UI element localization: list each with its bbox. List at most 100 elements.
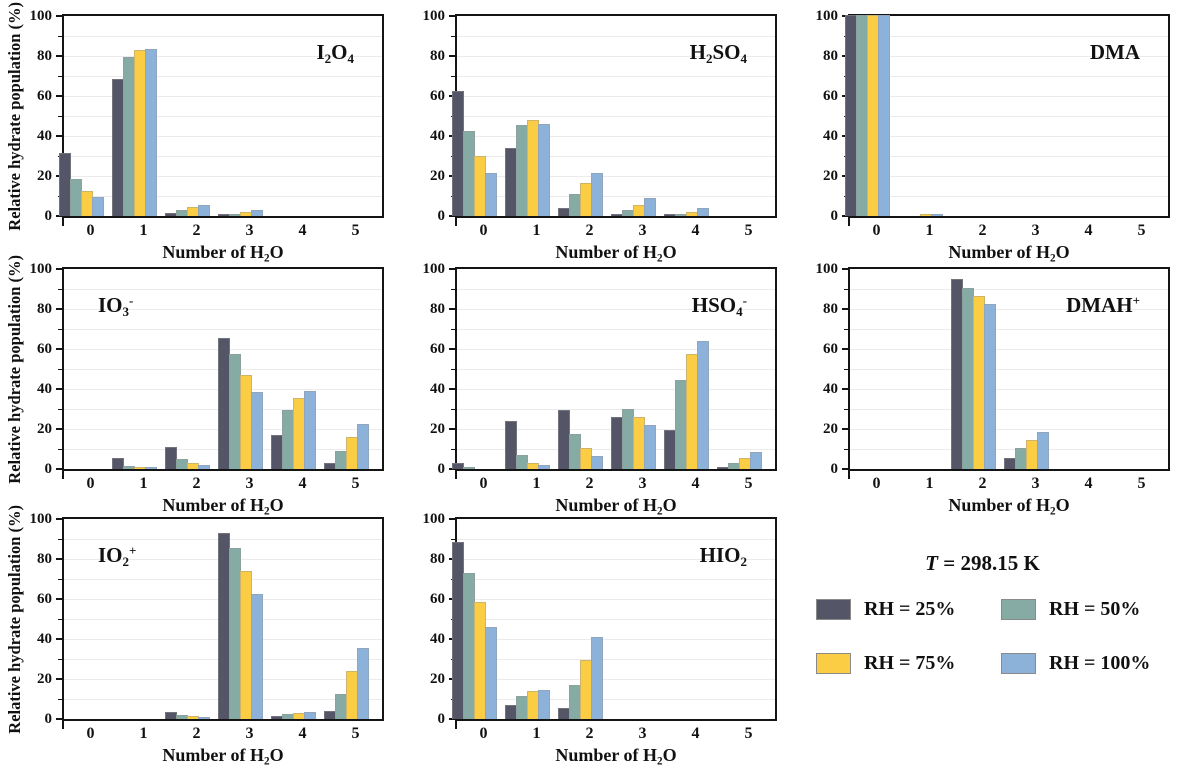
x-axis-title: Number of H2O <box>162 242 284 265</box>
gridline <box>850 155 1168 157</box>
gridline <box>64 308 382 310</box>
bar <box>91 197 104 216</box>
gridline <box>457 578 775 580</box>
gridline <box>64 115 382 117</box>
bar <box>590 456 603 469</box>
y-tick-label: 100 <box>815 8 839 24</box>
y-axis-tick <box>842 55 848 57</box>
bar <box>537 465 550 469</box>
x-tick-label: 5 <box>744 475 753 492</box>
y-axis-tick <box>449 95 455 97</box>
bar <box>144 49 157 216</box>
x-tick-label: 2 <box>978 475 987 492</box>
y-axis-tick <box>56 638 62 640</box>
y-tick-label: 60 <box>430 591 445 607</box>
x-axis-title: Number of H2O <box>555 242 677 265</box>
gridline <box>457 348 775 350</box>
y-tick-label: 0 <box>44 208 53 224</box>
gridline <box>457 598 775 600</box>
y-axis-tick <box>842 15 848 17</box>
gridline <box>850 388 1168 390</box>
gridline <box>850 408 1168 410</box>
y-axis-tick <box>449 15 455 17</box>
gridline <box>64 175 382 177</box>
y-tick-label: 80 <box>430 301 445 317</box>
x-tick-label: 1 <box>139 222 148 239</box>
y-tick-label: 100 <box>422 511 446 527</box>
x-axis-tick <box>848 471 850 479</box>
chart-title: HSO4- <box>691 292 747 319</box>
y-tick-label: 60 <box>37 341 52 357</box>
y-axis-minor-tick <box>844 368 848 370</box>
y-axis-minor-tick <box>451 328 455 330</box>
bar <box>303 391 316 469</box>
y-axis-title: Relative hydrate population (%) <box>4 255 26 484</box>
y-axis-tick <box>449 678 455 680</box>
bar <box>197 717 210 719</box>
x-axis-title: Number of H2O <box>162 495 284 518</box>
legend-temperature: T = 298.15 K <box>786 551 1179 576</box>
plot-area: 0 20 40 60 80 100 IO3- <box>30 261 384 479</box>
y-tick-label: 20 <box>37 671 52 687</box>
gridline <box>457 155 775 157</box>
x-tick-label: 4 <box>691 475 700 492</box>
y-tick-label: 20 <box>37 421 52 437</box>
chart-dma: 0 20 40 60 80 100 DMA 0 1 2 3 4 5 Number of H2O <box>786 0 1179 264</box>
chart-dmah: 0 20 40 60 80 100 DMAH+ 0 1 2 3 4 5 Number of H2O <box>786 253 1179 517</box>
bar <box>165 447 178 469</box>
bar <box>356 424 369 469</box>
y-axis-tick <box>842 428 848 430</box>
bar <box>250 392 263 469</box>
gridline <box>457 368 775 370</box>
y-axis-tick <box>56 428 62 430</box>
bar <box>1036 432 1049 469</box>
y-axis-minor-tick <box>58 538 62 540</box>
y-axis-tick <box>449 388 455 390</box>
y-tick-label: 20 <box>823 421 838 437</box>
chart-title: H2SO4 <box>689 40 747 66</box>
gridline <box>457 135 775 137</box>
legend-label-rh-25: RH = 25% <box>864 597 956 620</box>
y-axis-minor-tick <box>451 75 455 77</box>
legend-swatch-rh-25 <box>816 598 851 620</box>
gridline <box>457 408 775 410</box>
y-tick-label: 0 <box>437 461 446 477</box>
y-tick-label: 80 <box>430 551 445 567</box>
gridline <box>850 348 1168 350</box>
x-tick-label: 4 <box>298 222 307 239</box>
y-tick-label: 80 <box>37 48 52 64</box>
y-axis-tick <box>56 518 62 520</box>
x-tick-label: 1 <box>532 475 541 492</box>
chart-h2so4: 0 20 40 60 80 100 H2SO4 0 1 2 3 4 5 Number of H2O <box>393 0 786 264</box>
gridline <box>457 698 775 700</box>
y-tick-label: 80 <box>37 551 52 567</box>
y-axis-tick <box>56 308 62 310</box>
legend-item-rh-75: RH = 75% <box>816 649 1001 677</box>
x-tick-label: 2 <box>192 475 201 492</box>
plot-area: 0 20 40 60 80 100 DMAH+ <box>816 261 1170 479</box>
x-tick-label: 3 <box>638 725 647 742</box>
x-tick-label: 5 <box>1137 475 1146 492</box>
x-tick-label: 2 <box>192 725 201 742</box>
gridline <box>457 638 775 640</box>
x-tick-label: 3 <box>245 725 254 742</box>
legend-item-rh-50: RH = 50% <box>1001 595 1179 623</box>
y-tick-label: 40 <box>37 631 52 647</box>
y-axis-minor-tick <box>58 288 62 290</box>
x-tick-label: 4 <box>1084 475 1093 492</box>
bar <box>452 463 465 469</box>
gridline <box>64 55 382 57</box>
bar <box>250 594 263 719</box>
x-axis-title: Number of H2O <box>948 242 1070 265</box>
y-axis-minor-tick <box>58 578 62 580</box>
y-tick-label: 40 <box>37 381 52 397</box>
bar <box>463 467 476 469</box>
gridline <box>457 618 775 620</box>
y-tick-label: 20 <box>823 168 838 184</box>
bar <box>983 304 996 469</box>
x-axis-tick <box>62 471 64 479</box>
chart-title: I2O4 <box>316 40 354 66</box>
y-axis-tick <box>449 308 455 310</box>
x-tick-label: 0 <box>479 475 488 492</box>
y-axis-tick <box>842 175 848 177</box>
